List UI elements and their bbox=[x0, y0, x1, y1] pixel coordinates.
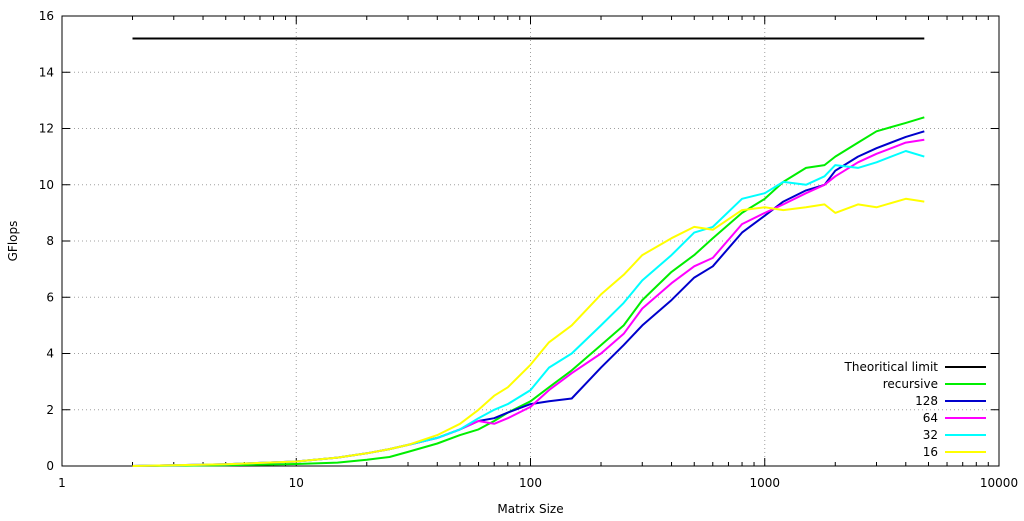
legend-label: recursive bbox=[883, 377, 938, 391]
legend-label: 128 bbox=[915, 394, 938, 408]
series-lines bbox=[132, 37, 925, 467]
y-tick-label: 10 bbox=[39, 178, 54, 192]
grid bbox=[62, 16, 999, 466]
y-tick-label: 2 bbox=[46, 403, 54, 417]
x-axis-label: Matrix Size bbox=[497, 502, 563, 516]
y-tick-label: 8 bbox=[46, 234, 54, 248]
y-tick-label: 0 bbox=[46, 459, 54, 473]
legend-label: 64 bbox=[923, 411, 938, 425]
y-tick-label: 16 bbox=[39, 9, 54, 23]
y-tick-label: 4 bbox=[46, 347, 54, 361]
y-tick-label: 14 bbox=[39, 65, 54, 79]
y-tick-label: 12 bbox=[39, 122, 54, 136]
legend-label: Theoritical limit bbox=[844, 360, 939, 374]
legend-label: 32 bbox=[923, 428, 938, 442]
x-tick-label: 10000 bbox=[980, 476, 1018, 490]
series-line-3 bbox=[132, 138, 925, 467]
x-tick-label: 10 bbox=[289, 476, 304, 490]
axis-ticks: 0 2 4 6 8 10 12 14 16 1 10 100 1000 10000 bbox=[39, 9, 1018, 490]
legend-label: 16 bbox=[923, 445, 938, 459]
legend: Theoritical limit recursive 128 64 32 16 bbox=[844, 360, 986, 459]
y-tick-label: 6 bbox=[46, 290, 54, 304]
series-line-1 bbox=[132, 116, 925, 467]
series-line-4 bbox=[132, 150, 925, 467]
x-tick-label: 1 bbox=[58, 476, 66, 490]
x-tick-label: 1000 bbox=[749, 476, 780, 490]
x-tick-label: 100 bbox=[519, 476, 542, 490]
series-line-5 bbox=[132, 197, 925, 467]
series-line-2 bbox=[132, 130, 925, 467]
y-axis-label: GFlops bbox=[6, 221, 20, 262]
